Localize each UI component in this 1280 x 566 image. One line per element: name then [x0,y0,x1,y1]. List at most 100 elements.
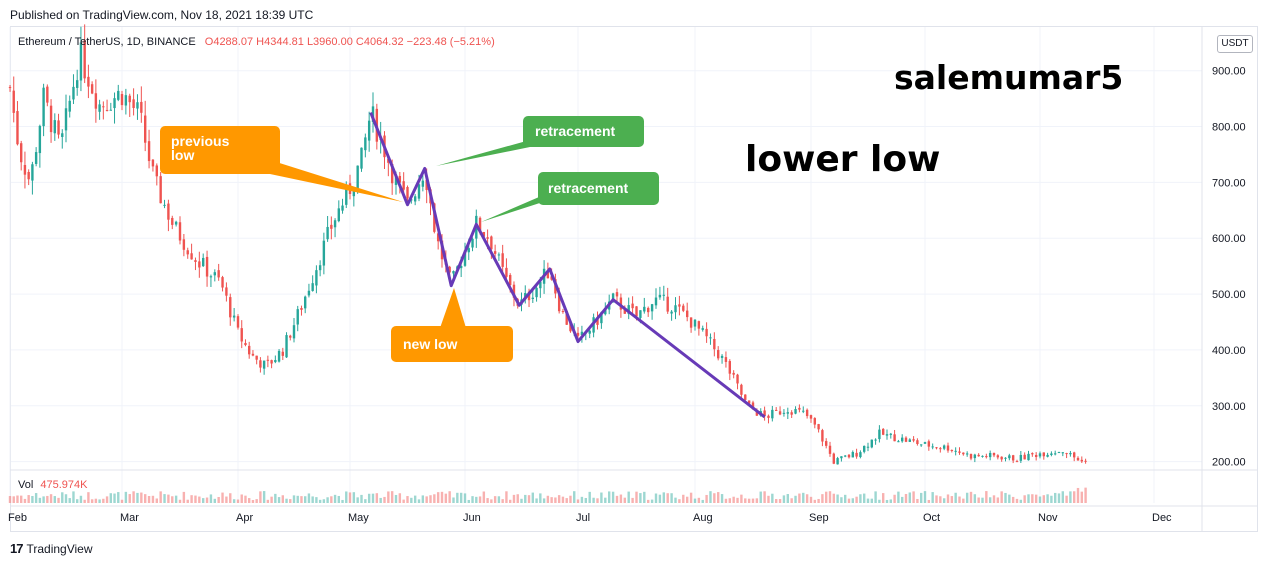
candle-body[interactable] [678,304,681,307]
candle-body[interactable] [927,441,931,447]
candle-body[interactable] [885,434,889,436]
candle-body[interactable] [23,164,27,175]
candle-body[interactable] [639,310,642,318]
candle-body[interactable] [751,402,755,410]
candle-body[interactable] [588,330,591,334]
candle-body[interactable] [509,275,512,286]
candle-body[interactable] [1023,454,1026,460]
candle-body[interactable] [140,101,143,113]
candle-body[interactable] [136,102,139,109]
candle-body[interactable] [836,458,839,465]
candle-body[interactable] [1050,453,1053,455]
candle-body[interactable] [958,451,961,453]
candle-body[interactable] [939,448,942,450]
candle-body[interactable] [901,437,904,442]
candle-body[interactable] [244,342,247,346]
candle-body[interactable] [64,108,68,131]
candle-body[interactable] [740,384,743,395]
candle-body[interactable] [448,266,451,273]
candle-body[interactable] [851,452,854,458]
candle-body[interactable] [31,164,34,181]
candle-body[interactable] [463,250,467,266]
candle-body[interactable] [912,439,915,441]
candle-body[interactable] [771,409,774,419]
candle-body[interactable] [950,449,954,451]
candle-body[interactable] [1046,454,1049,457]
candle-body[interactable] [546,270,550,279]
candle-body[interactable] [786,412,789,414]
candle-body[interactable] [94,93,98,109]
candle-body[interactable] [42,87,45,127]
candle-body[interactable] [274,359,277,363]
candle-body[interactable] [102,106,105,108]
candle-body[interactable] [535,287,538,298]
candle-body[interactable] [167,203,170,220]
candle-body[interactable] [946,445,950,451]
candle-body[interactable] [270,360,273,364]
candle-body[interactable] [1076,457,1080,461]
candle-body[interactable] [662,294,665,296]
candle-body[interactable] [390,163,394,184]
candle-body[interactable] [144,115,147,143]
candle-body[interactable] [863,445,866,452]
candle-body[interactable] [459,265,463,269]
candle-body[interactable] [531,297,534,299]
candle-body[interactable] [897,441,900,443]
candle-body[interactable] [8,87,12,89]
candle-body[interactable] [505,267,508,277]
candle-body[interactable] [1038,453,1042,457]
candle-body[interactable] [705,328,708,337]
candle-body[interactable] [364,137,367,151]
new-low-callout-box[interactable] [391,326,513,362]
candle-body[interactable] [512,284,516,298]
candle-body[interactable] [402,181,405,190]
retracement-2-callout-box[interactable] [538,172,659,205]
candle-body[interactable] [155,165,158,177]
candle-body[interactable] [251,353,255,356]
candle-body[interactable] [1034,454,1038,457]
candle-body[interactable] [147,141,151,162]
candle-body[interactable] [417,184,421,199]
candle-body[interactable] [425,180,428,191]
candle-body[interactable] [394,176,398,185]
candle-body[interactable] [782,412,786,414]
candle-body[interactable] [954,450,957,452]
candle-body[interactable] [371,106,375,122]
candle-body[interactable] [151,159,155,167]
candle-body[interactable] [992,452,996,456]
candle-body[interactable] [360,147,363,169]
candle-body[interactable] [701,328,704,330]
candle-body[interactable] [569,323,572,332]
candle-body[interactable] [647,307,650,313]
candle-body[interactable] [248,345,251,355]
candle-body[interactable] [120,94,124,106]
candle-body[interactable] [1027,453,1030,461]
candle-body[interactable] [292,325,296,339]
candle-body[interactable] [828,445,832,454]
candle-body[interactable] [981,455,984,457]
candle-body[interactable] [198,261,201,268]
candle-body[interactable] [666,296,669,312]
candle-body[interactable] [1061,452,1064,454]
candle-body[interactable] [194,260,197,262]
candle-body[interactable] [356,165,359,192]
candle-body[interactable] [12,90,15,113]
candle-body[interactable] [889,433,892,435]
candle-body[interactable] [333,220,337,228]
candle-body[interactable] [225,287,228,296]
candle-body[interactable] [1080,459,1083,462]
candle-body[interactable] [61,133,64,137]
candle-body[interactable] [802,410,805,412]
candle-body[interactable] [627,305,630,314]
candle-body[interactable] [68,100,71,112]
candle-body[interactable] [482,231,486,237]
candle-body[interactable] [763,410,766,417]
candle-body[interactable] [732,372,735,375]
candle-body[interactable] [117,90,120,100]
candle-body[interactable] [747,400,751,404]
candle-body[interactable] [322,240,326,266]
candle-body[interactable] [259,360,262,368]
candle-body[interactable] [229,297,232,318]
candle-body[interactable] [580,331,584,336]
